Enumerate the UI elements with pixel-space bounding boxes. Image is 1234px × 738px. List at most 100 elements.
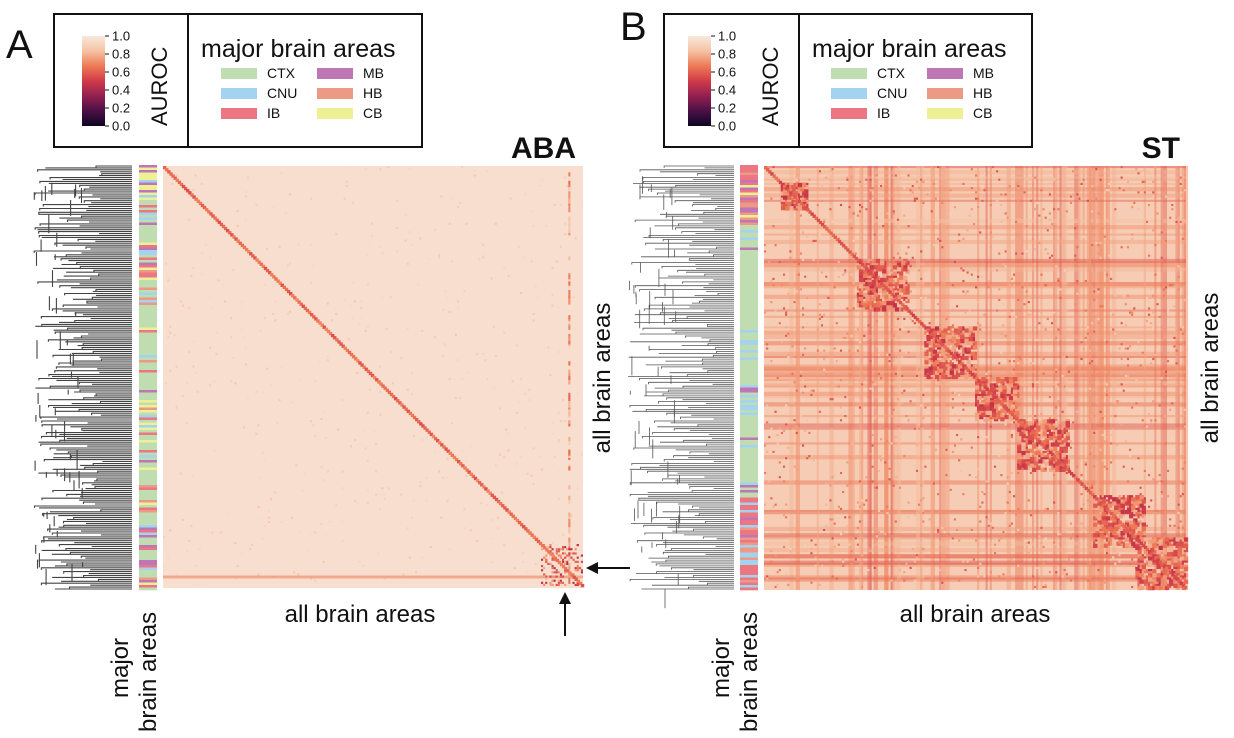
heatmap-cell [1105, 197, 1108, 200]
heatmap-diagonal-cell [1133, 535, 1137, 539]
heatmap-cell [1156, 543, 1159, 546]
heatmap-cell [844, 269, 847, 272]
heatmap-cell [951, 374, 957, 380]
heatmap-cell [318, 361, 321, 364]
annotation-cell [139, 382, 157, 386]
heatmap-cell [983, 189, 986, 192]
heatmap-cell [869, 452, 872, 456]
heatmap-cell [1008, 284, 1011, 287]
heatmap-diagonal-cell [1122, 524, 1127, 529]
heatmap-cell [438, 470, 441, 473]
heatmap-cell [478, 258, 481, 261]
heatmap-cell [574, 560, 577, 563]
heatmap-cell [1167, 377, 1170, 380]
heatmap-diagonal-cell [530, 533, 534, 537]
heatmap-cell [820, 199, 824, 202]
heatmap-cell [873, 233, 876, 236]
annotation-cell [139, 295, 157, 298]
heatmap-diagonal-cell [564, 567, 568, 571]
heatmap-diagonal-cell [1086, 488, 1091, 493]
heatmap-diagonal-cell [985, 387, 989, 391]
heatmap-cell [511, 390, 514, 393]
heatmap-cell [966, 360, 971, 365]
heatmap-cell [551, 575, 554, 578]
heatmap-cell [1057, 512, 1060, 515]
heatmap-cell [1154, 273, 1157, 276]
heatmap-cell [922, 547, 925, 551]
annotation-cell [740, 282, 758, 286]
heatmap-cell [1131, 233, 1134, 236]
heatmap-row-band [764, 455, 1186, 460]
heatmap-diagonal-cell [377, 380, 381, 384]
heatmap-cell [484, 359, 487, 362]
heatmap-cell [1036, 339, 1039, 342]
heatmap-cell [958, 364, 963, 369]
colorbar-tick-label: 1.0 [112, 29, 130, 44]
heatmap-diagonal-cell [265, 268, 270, 273]
heatmap-cell [286, 264, 289, 267]
heatmap-cell [559, 579, 562, 582]
annotation-cell [139, 460, 157, 463]
heatmap-diagonal-cell [457, 460, 461, 464]
heatmap-cell [181, 304, 184, 307]
heatmap-cell [1065, 412, 1068, 415]
annotation-cell [740, 227, 758, 231]
heatmap-diagonal-cell [1167, 569, 1171, 573]
heatmap-cell [958, 353, 963, 359]
heatmap-cell [181, 168, 184, 171]
heatmap-cell [568, 376, 571, 381]
heatmap-cell [1091, 184, 1094, 188]
heatmap-diagonal-cell [526, 529, 530, 533]
annotation-cell [740, 362, 758, 366]
annotation-cell [139, 580, 157, 583]
heatmap-cell [1131, 528, 1136, 534]
heatmap-diagonal-cell [425, 428, 429, 432]
heatmap-cell [983, 395, 988, 401]
heatmap-cell [272, 205, 275, 208]
heatmap-cell [1148, 573, 1153, 578]
heatmap-cell [469, 445, 472, 448]
heatmap-cell [795, 389, 798, 392]
heatmap-cell [520, 378, 523, 381]
heatmap-cell [970, 168, 973, 171]
heatmap-cell [1164, 286, 1168, 289]
heatmap-cell [538, 184, 541, 187]
heatmap-cell [200, 182, 203, 185]
heatmap-diagonal-cell [766, 168, 770, 172]
heatmap-cell [1055, 450, 1060, 456]
heatmap-cell [1150, 539, 1155, 544]
heatmap-cell [852, 229, 855, 232]
heatmap-cell [922, 417, 925, 420]
annotation-cell [740, 222, 758, 226]
heatmap-row-band [764, 562, 1186, 565]
heatmap-cell [915, 197, 919, 200]
heatmap-cell [837, 505, 840, 508]
legend-label-cnu: CNU [877, 85, 907, 101]
heatmap-cell [835, 385, 838, 388]
heatmap-cell [1099, 448, 1102, 451]
heatmap-cell [958, 393, 961, 396]
heatmap-cell [801, 391, 805, 394]
heatmap-cell [1086, 482, 1089, 485]
heatmap-cell [1122, 528, 1127, 534]
heatmap-cell [844, 395, 847, 399]
heatmap-cell [981, 275, 984, 278]
heatmap-diagonal-cell [553, 556, 557, 560]
heatmap-cell [1101, 227, 1104, 230]
dendrogram-branches [33, 165, 132, 590]
heatmap-cell [341, 399, 344, 402]
heatmap-cell [1044, 216, 1047, 219]
heatmap-cell [549, 562, 552, 565]
heatmap-cell [314, 380, 317, 383]
heatmap-cell [1061, 421, 1066, 426]
heatmap-cell [1177, 265, 1180, 268]
heatmap-cell [806, 457, 809, 460]
heatmap-cell [892, 484, 895, 487]
heatmap-diagonal-cell [981, 383, 985, 387]
heatmap-row-band [764, 239, 1186, 245]
heatmap-cell [901, 296, 904, 299]
heatmap-cell [194, 371, 197, 374]
heatmap-cell [568, 369, 571, 374]
colorbar-tick-label: 0.4 [718, 83, 736, 98]
heatmap-cell [1156, 577, 1161, 582]
